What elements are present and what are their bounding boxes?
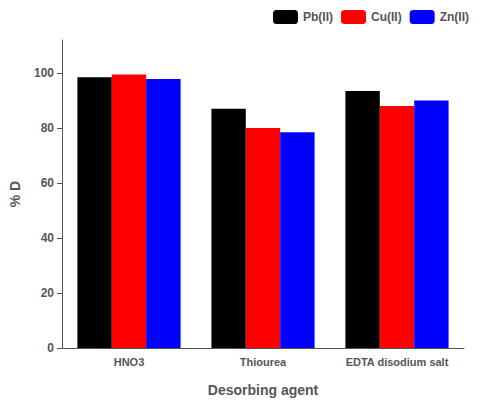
svg-text:Cu(II): Cu(II) bbox=[371, 10, 402, 24]
svg-text:Zn(II): Zn(II) bbox=[440, 10, 469, 24]
svg-text:40: 40 bbox=[41, 231, 55, 245]
svg-text:% D: % D bbox=[7, 181, 23, 207]
svg-text:100: 100 bbox=[34, 66, 54, 80]
svg-text:HNO3: HNO3 bbox=[114, 356, 145, 368]
svg-text:Desorbing agent: Desorbing agent bbox=[208, 382, 319, 398]
svg-text:Thiourea: Thiourea bbox=[240, 356, 287, 368]
svg-text:Pb(II): Pb(II) bbox=[303, 10, 333, 24]
svg-text:EDTA disodium salt: EDTA disodium salt bbox=[346, 356, 449, 368]
svg-text:20: 20 bbox=[41, 286, 55, 300]
svg-text:80: 80 bbox=[41, 121, 55, 135]
svg-text:0: 0 bbox=[47, 341, 54, 355]
svg-text:60: 60 bbox=[41, 176, 55, 190]
